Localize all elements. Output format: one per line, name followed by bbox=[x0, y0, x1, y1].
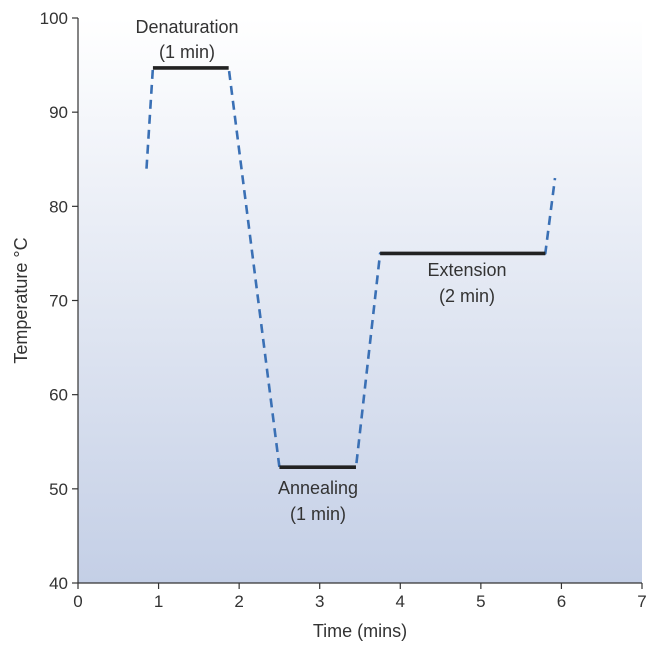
plateau-duration: (2 min) bbox=[439, 286, 495, 306]
plateau-duration: (1 min) bbox=[159, 42, 215, 62]
plateau-label: Extension bbox=[427, 260, 506, 280]
x-tick-label: 7 bbox=[637, 592, 646, 611]
x-tick-label: 6 bbox=[557, 592, 566, 611]
y-tick-label: 80 bbox=[49, 197, 68, 216]
plot-background bbox=[78, 18, 642, 583]
x-tick-label: 5 bbox=[476, 592, 485, 611]
plateau-label: Annealing bbox=[278, 478, 358, 498]
x-tick-label: 4 bbox=[396, 592, 405, 611]
y-tick-label: 70 bbox=[49, 292, 68, 311]
y-axis-ticks: 40 50 60 70 80 90 100 bbox=[40, 9, 78, 593]
y-tick-label: 50 bbox=[49, 480, 68, 499]
x-tick-label: 3 bbox=[315, 592, 324, 611]
y-axis-title: Temperature °C bbox=[11, 237, 31, 363]
y-tick-label: 60 bbox=[49, 386, 68, 405]
y-tick-label: 100 bbox=[40, 9, 68, 28]
plateau-label: Denaturation bbox=[135, 17, 238, 37]
x-tick-label: 1 bbox=[154, 592, 163, 611]
plateau-layer bbox=[152, 66, 546, 469]
y-tick-label: 40 bbox=[49, 574, 68, 593]
y-tick-label: 90 bbox=[49, 103, 68, 122]
x-tick-label: 0 bbox=[73, 592, 82, 611]
x-axis-title: Time (mins) bbox=[313, 621, 407, 641]
plateau-duration: (1 min) bbox=[290, 504, 346, 524]
annotation-layer: Denaturation (1 min) Annealing (1 min) Exten… bbox=[135, 17, 506, 524]
x-tick-label: 2 bbox=[234, 592, 243, 611]
x-axis-ticks: 0 1 2 3 4 5 6 7 bbox=[73, 583, 647, 611]
